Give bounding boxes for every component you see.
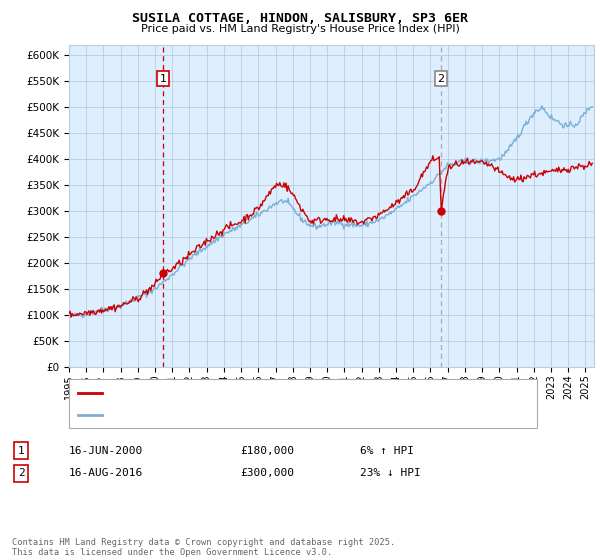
Text: 23% ↓ HPI: 23% ↓ HPI — [360, 468, 421, 478]
Text: 1: 1 — [160, 73, 166, 83]
Text: SUSILA COTTAGE, HINDON, SALISBURY, SP3 6ER: SUSILA COTTAGE, HINDON, SALISBURY, SP3 6… — [132, 12, 468, 25]
Text: Contains HM Land Registry data © Crown copyright and database right 2025.
This d: Contains HM Land Registry data © Crown c… — [12, 538, 395, 557]
Text: £180,000: £180,000 — [240, 446, 294, 456]
Text: 16-JUN-2000: 16-JUN-2000 — [69, 446, 143, 456]
Text: 16-AUG-2016: 16-AUG-2016 — [69, 468, 143, 478]
Text: SUSILA COTTAGE, HINDON, SALISBURY, SP3 6ER (detached house): SUSILA COTTAGE, HINDON, SALISBURY, SP3 6… — [106, 388, 475, 398]
Text: 2: 2 — [17, 468, 25, 478]
Text: HPI: Average price, detached house, Wiltshire: HPI: Average price, detached house, Wilt… — [106, 409, 388, 419]
Text: £300,000: £300,000 — [240, 468, 294, 478]
Text: 6% ↑ HPI: 6% ↑ HPI — [360, 446, 414, 456]
Text: Price paid vs. HM Land Registry's House Price Index (HPI): Price paid vs. HM Land Registry's House … — [140, 24, 460, 34]
Text: 2: 2 — [437, 73, 445, 83]
Text: 1: 1 — [17, 446, 25, 456]
